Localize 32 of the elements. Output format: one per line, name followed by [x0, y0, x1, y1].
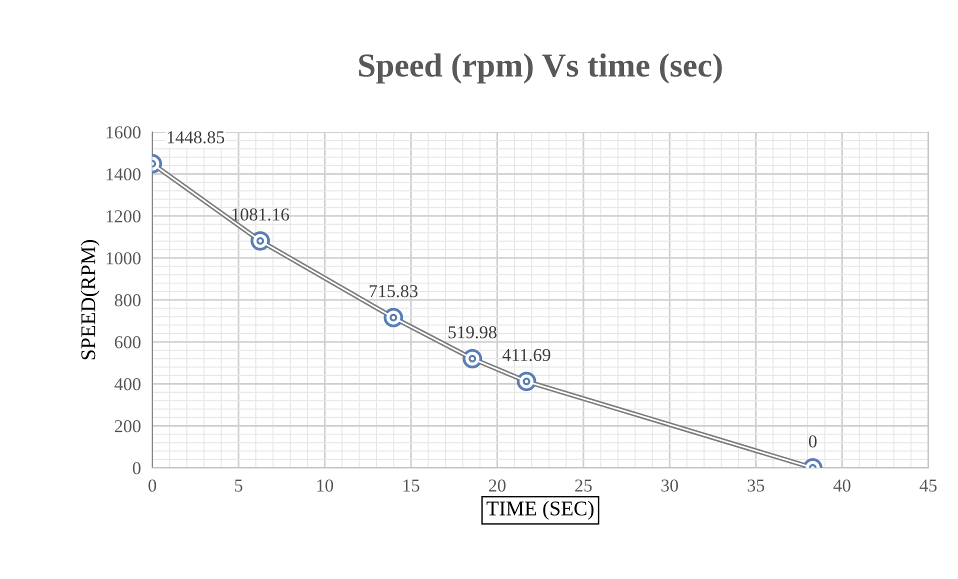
x-tick-label: 25 [575, 480, 592, 492]
data-label: 715.83 [370, 285, 418, 298]
x-tick-label: 10 [317, 479, 334, 492]
y-tick-label: 1200 [106, 210, 141, 222]
data-label: 1448.85 [168, 131, 224, 144]
data-label: 519.98 [448, 326, 497, 338]
x-tick-label: 40 [833, 479, 850, 492]
y-tick-label: 1400 [106, 168, 141, 180]
x-tick-label: 30 [661, 479, 678, 492]
point [250, 231, 270, 251]
y-tick-label: 200 [114, 420, 141, 432]
y-axis-title: SPEED(RPM) [80, 240, 100, 360]
data-label: 0 [808, 435, 817, 448]
y-tick-label: 800 [114, 294, 141, 306]
y-tick-label: 1000 [106, 252, 141, 264]
data-label: 1081.16 [232, 208, 290, 221]
y-tick-label: 1600 [106, 126, 141, 138]
point [516, 372, 536, 392]
y-tick-label: 600 [114, 336, 141, 348]
x-axis-title: TIME (SEC) [486, 500, 594, 520]
x-tick-label: 20 [488, 479, 506, 492]
y-tick-label: 0 [132, 462, 141, 474]
x-tick-label: 5 [235, 480, 242, 492]
point [462, 348, 482, 368]
x-tick-label: 15 [404, 480, 420, 492]
x-tick-label: 0 [148, 479, 156, 492]
y-tick-label: 400 [114, 378, 141, 390]
point [384, 308, 404, 328]
chart-title: Speed (rpm) Vs time (sec) [359, 53, 722, 84]
data-label: 411.69 [502, 348, 550, 362]
x-tick-label: 35 [748, 480, 764, 492]
x-tick-label: 45 [920, 480, 937, 492]
